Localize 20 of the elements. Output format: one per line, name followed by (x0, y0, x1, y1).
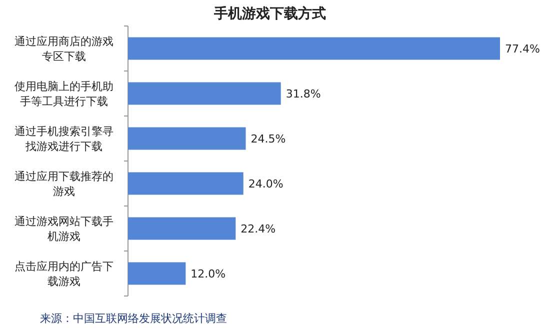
data-label: 24.5% (250, 132, 286, 146)
y-tick-label: 通过游戏网站下载手机游戏 (14, 215, 114, 243)
y-tick-label: 使用电脑上的手机助手等工具进行下载 (14, 80, 114, 108)
data-label: 12.0% (190, 268, 226, 280)
bar (128, 82, 281, 105)
bar (128, 127, 246, 150)
data-label: 31.8% (286, 88, 321, 100)
chart-title: 手机游戏下载方式 (213, 5, 326, 22)
y-tick-label: 通过手机搜索引擎寻找游戏进行下载 (14, 125, 114, 153)
bar (128, 172, 244, 195)
y-tick-label: 通过应用下载推荐的游戏 (14, 170, 114, 198)
data-label: 22.4% (240, 222, 276, 236)
data-label: 24.0% (248, 178, 284, 190)
y-tick-label: 通过应用商店的游戏专区下载 (14, 35, 114, 63)
y-tick-label: 点击应用内的广告下载游戏 (14, 260, 114, 288)
data-label: 77.4% (505, 42, 540, 56)
bar (128, 217, 236, 240)
source-note: 来源：中国互联网络发展状况统计调查 (40, 312, 227, 325)
bar (128, 262, 186, 285)
bar (128, 37, 500, 60)
